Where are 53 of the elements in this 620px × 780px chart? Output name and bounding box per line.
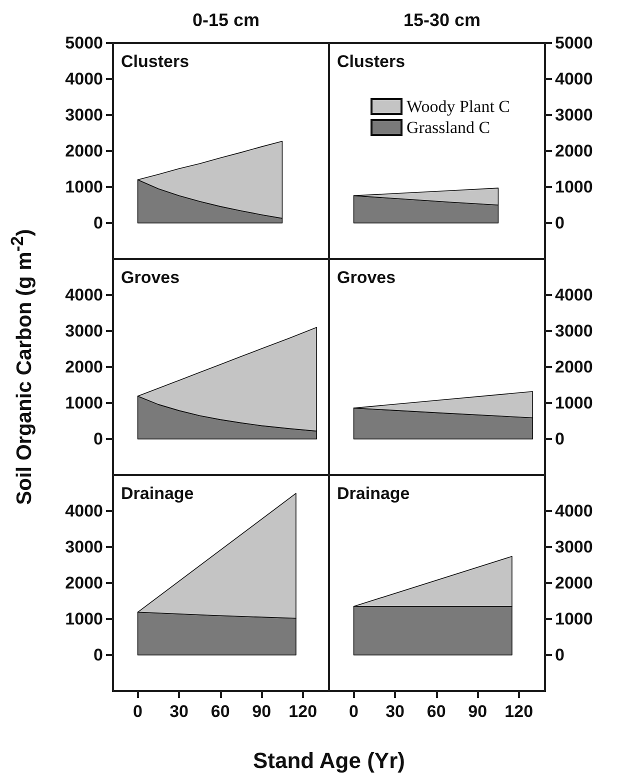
- y2-tick-label: 3000: [555, 322, 593, 340]
- y2-tick-label: 2000: [555, 358, 593, 376]
- annotation: Groves: [337, 268, 396, 287]
- x-tick-label: 30: [170, 702, 188, 721]
- chart-title: 0-15 cm: [192, 10, 260, 30]
- y-tick-label: 2000: [65, 358, 103, 376]
- x-tick-label: 0: [349, 702, 358, 721]
- x-tick-label: 120: [504, 702, 534, 721]
- x-tick-label: 60: [210, 702, 230, 721]
- y2-tick-label: 3000: [555, 538, 593, 556]
- y2-tick-label: 2000: [555, 574, 593, 592]
- annotation: Groves: [121, 268, 180, 287]
- y2-tick-label: 4000: [555, 502, 593, 520]
- y-tick-label: 3000: [65, 322, 103, 340]
- x-tick-label: 60: [426, 702, 446, 721]
- y-tick-label: 0: [94, 430, 103, 448]
- y-tick-label: 4000: [65, 502, 103, 520]
- legend-label: Grassland C: [406, 118, 490, 137]
- y2-tick-label: 1000: [555, 178, 593, 196]
- y-tick-label: 1000: [65, 178, 103, 196]
- y2-tick-label: 0: [555, 646, 564, 664]
- x-tick-label: 0: [133, 702, 142, 721]
- y-tick-label: 3000: [65, 538, 103, 556]
- annotation: Clusters: [337, 52, 406, 71]
- x-tick-label: 30: [386, 702, 404, 721]
- annotation: Clusters: [121, 52, 190, 71]
- y2-tick-label: 1000: [555, 610, 593, 628]
- x-tick-label: 90: [468, 702, 488, 721]
- legend-label: Woody Plant C: [406, 97, 510, 116]
- y-tick-label: 5000: [65, 34, 103, 52]
- annotation: Drainage: [337, 484, 410, 503]
- y-tick-label: 1000: [65, 610, 103, 628]
- y-tick-label: 4000: [65, 286, 103, 304]
- y-tick-label: 1000: [65, 394, 103, 412]
- chart-title: 15-30 cm: [403, 10, 481, 30]
- y2-tick-label: 3000: [555, 106, 593, 124]
- x-tick-label: 120: [288, 702, 318, 721]
- y-tick-label: 3000: [65, 106, 103, 124]
- y-tick-label: 2000: [65, 574, 103, 592]
- y-tick-label: 4000: [65, 70, 103, 88]
- y2-tick-label: 5000: [555, 34, 593, 52]
- y-tick-label: 0: [94, 646, 103, 664]
- y2-tick-label: 4000: [555, 70, 593, 88]
- x-axis-title: Stand Age (Yr): [253, 748, 405, 774]
- y-tick-label: 2000: [65, 142, 103, 160]
- y2-tick-label: 2000: [555, 142, 593, 160]
- y2-tick-label: 1000: [555, 394, 593, 412]
- annotation: Drainage: [121, 484, 194, 503]
- y2-tick-label: 0: [555, 214, 564, 232]
- y2-tick-label: 4000: [555, 286, 593, 304]
- y2-tick-label: 0: [555, 430, 564, 448]
- x-tick-label: 90: [252, 702, 272, 721]
- y-tick-label: 0: [94, 214, 103, 232]
